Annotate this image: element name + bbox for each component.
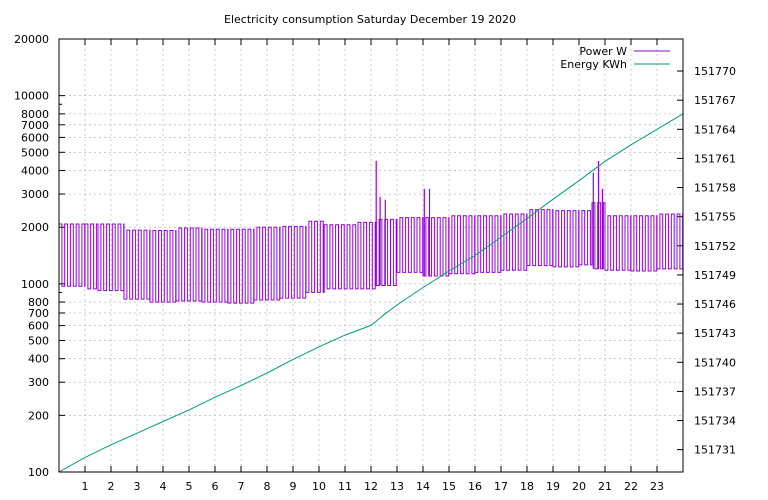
left-tick-label: 6000 — [21, 131, 49, 144]
x-tick-label: 12 — [364, 480, 378, 493]
x-tick-label: 7 — [238, 480, 245, 493]
x-tick-label: 9 — [290, 480, 297, 493]
left-tick-label: 1000 — [21, 278, 49, 291]
left-tick-label: 5000 — [21, 146, 49, 159]
x-tick-label: 14 — [416, 480, 430, 493]
right-tick-label: 151755 — [694, 211, 736, 224]
right-tick-label: 151743 — [694, 327, 736, 340]
right-axis: 151731 151734 151737 151740 151743 151746 1517… — [677, 65, 736, 457]
legend-label-energy: Energy KWh — [560, 58, 627, 71]
right-tick-label: 151746 — [694, 298, 736, 311]
right-tick-label: 151758 — [694, 182, 736, 195]
left-tick-label: 500 — [28, 334, 49, 347]
right-tick-label: 151740 — [694, 356, 736, 369]
right-tick-label: 151734 — [694, 415, 736, 428]
left-tick-label: 10000 — [14, 90, 49, 103]
x-tick-label: 17 — [494, 480, 508, 493]
x-tick-label: 6 — [212, 480, 219, 493]
x-tick-label: 20 — [572, 480, 586, 493]
left-tick-label: 400 — [28, 353, 49, 366]
x-tick-label: 5 — [186, 480, 193, 493]
left-tick-label: 7000 — [21, 119, 49, 132]
x-tick-label: 19 — [546, 480, 560, 493]
left-tick-label: 2000 — [21, 221, 49, 234]
x-tick-label: 16 — [468, 480, 482, 493]
right-tick-label: 151731 — [694, 444, 736, 457]
x-tick-label: 23 — [650, 480, 664, 493]
left-tick-label: 20000 — [14, 33, 49, 46]
right-tick-label: 151737 — [694, 385, 736, 398]
x-tick-label: 13 — [390, 480, 404, 493]
x-axis: 1 2 3 4 5 6 7 8 9 10 11 12 13 14 15 16 17 18 19 20 21 22 23 — [82, 39, 664, 493]
x-tick-label: 18 — [520, 480, 534, 493]
right-tick-label: 151770 — [694, 65, 736, 78]
x-tick-label: 21 — [598, 480, 612, 493]
x-tick-label: 1 — [82, 480, 89, 493]
left-tick-label: 300 — [28, 376, 49, 389]
left-tick-label: 600 — [28, 320, 49, 333]
plot-frame — [58, 38, 684, 473]
x-tick-label: 4 — [160, 480, 167, 493]
right-tick-label: 151761 — [694, 152, 736, 165]
left-tick-label: 100 — [28, 466, 49, 479]
legend: Power W Energy KWh — [560, 45, 670, 71]
left-tick-label: 8000 — [21, 108, 49, 121]
x-tick-label: 2 — [108, 480, 115, 493]
x-tick-label: 11 — [338, 480, 352, 493]
energy-line — [58, 113, 684, 473]
right-tick-label: 151752 — [694, 240, 736, 253]
chart-title: Electricity consumption Saturday Decembe… — [224, 13, 516, 26]
legend-label-power: Power W — [579, 45, 627, 58]
left-tick-label: 200 — [28, 409, 49, 422]
x-tick-label: 10 — [312, 480, 326, 493]
x-tick-label: 8 — [264, 480, 271, 493]
right-tick-label: 151749 — [694, 269, 736, 282]
right-tick-label: 151764 — [694, 123, 736, 136]
right-tick-label: 151767 — [694, 94, 736, 107]
left-tick-label: 800 — [28, 296, 49, 309]
series-energy — [58, 113, 684, 473]
power-line — [59, 202, 684, 304]
left-tick-label: 4000 — [21, 165, 49, 178]
series-power — [59, 160, 684, 304]
x-tick-label: 3 — [134, 480, 141, 493]
x-tick-label: 22 — [624, 480, 638, 493]
left-tick-label: 3000 — [21, 188, 49, 201]
x-tick-label: 15 — [442, 480, 456, 493]
left-tick-label: 700 — [28, 307, 49, 320]
